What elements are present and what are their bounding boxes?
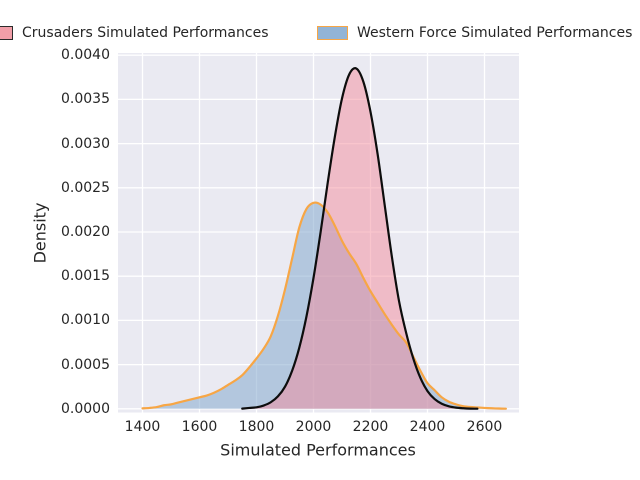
western-force-legend-label: Western Force Simulated Performances: [357, 25, 633, 41]
x-tick-label: 1800: [238, 419, 275, 435]
crusaders-density-line: [241, 67, 479, 410]
y-tick-label: 0.0025: [61, 179, 110, 196]
y-tick-label: 0.0015: [61, 268, 110, 285]
y-tick-label: 0.0000: [61, 400, 110, 417]
y-tick-label: 0.0040: [61, 47, 110, 64]
x-tick-label: 1400: [124, 419, 161, 435]
y-tick-label: 0.0010: [61, 312, 110, 329]
x-axis-label: Simulated Performances: [220, 440, 416, 460]
x-tick-label: 1600: [181, 419, 218, 435]
y-axis-label: Density: [30, 202, 50, 264]
crusaders-legend-label: Crusaders Simulated Performances: [22, 25, 269, 41]
western-force-legend-swatch-icon: [317, 26, 348, 40]
crusaders-density-area: [242, 68, 478, 409]
x-tick-label: 2600: [466, 419, 503, 435]
x-tick-label: 2200: [352, 419, 389, 435]
crusaders-legend-swatch-icon: [0, 26, 13, 40]
x-tick-label: 2400: [409, 419, 446, 435]
y-tick-label: 0.0030: [61, 135, 110, 152]
y-tick-label: 0.0035: [61, 91, 110, 108]
y-tick-label: 0.0020: [61, 224, 110, 240]
y-tick-label: 0.0005: [61, 356, 110, 373]
x-tick-label: 2000: [295, 419, 332, 435]
